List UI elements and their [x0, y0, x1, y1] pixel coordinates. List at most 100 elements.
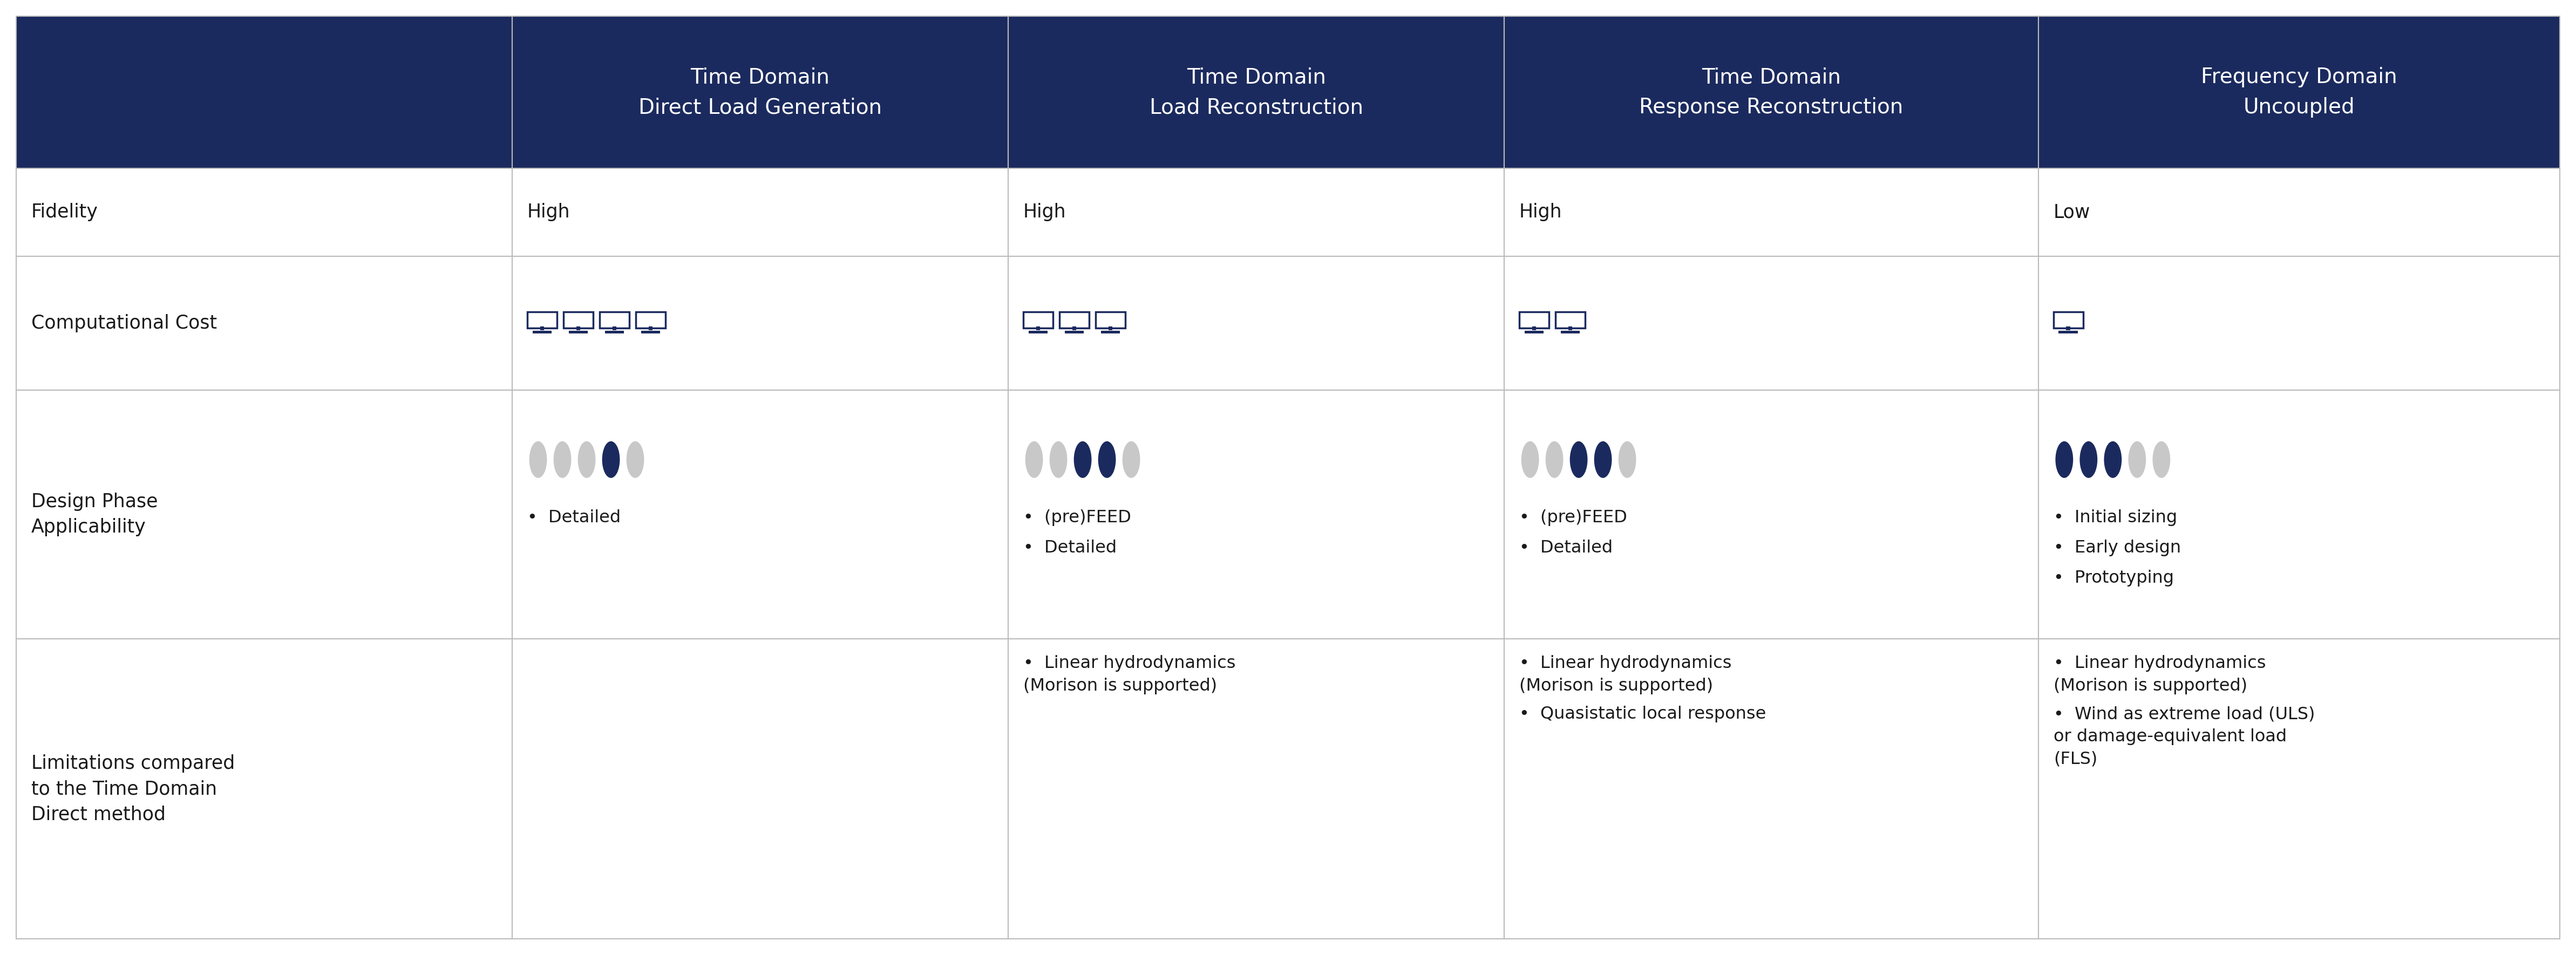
Bar — [15, 168, 513, 256]
Bar — [605, 331, 623, 333]
Bar — [2058, 331, 2079, 333]
Text: •  Wind as extreme load (ULS)
or damage-equivalent load
(FLS): • Wind as extreme load (ULS) or damage-e… — [2053, 706, 2316, 768]
Text: •  Linear hydrodynamics
(Morison is supported): • Linear hydrodynamics (Morison is suppo… — [2053, 655, 2267, 694]
Bar — [1108, 327, 1113, 330]
Bar — [1504, 256, 2038, 390]
Bar — [1525, 331, 1543, 333]
Bar — [2038, 256, 2561, 390]
Bar — [577, 327, 580, 330]
Bar — [1569, 327, 1571, 330]
Bar — [513, 390, 1007, 639]
Bar — [1504, 168, 2038, 256]
Text: •  (pre)FEED: • (pre)FEED — [1023, 509, 1131, 526]
Bar — [2038, 390, 2561, 639]
Ellipse shape — [1074, 441, 1092, 478]
Text: Design Phase
Applicability: Design Phase Applicability — [31, 493, 157, 537]
Bar — [1095, 312, 1126, 329]
Bar — [533, 331, 551, 333]
Bar — [513, 256, 1007, 390]
Bar — [1059, 312, 1090, 329]
Bar — [528, 312, 556, 329]
Ellipse shape — [1522, 441, 1538, 478]
Text: •  Detailed: • Detailed — [528, 509, 621, 526]
Text: Time Domain
Load Reconstruction: Time Domain Load Reconstruction — [1149, 67, 1363, 117]
Ellipse shape — [2154, 441, 2169, 478]
Bar — [613, 327, 616, 330]
Text: •  Linear hydrodynamics
(Morison is supported): • Linear hydrodynamics (Morison is suppo… — [1520, 655, 1731, 694]
Text: High: High — [1520, 203, 1561, 222]
Text: •  Quasistatic local response: • Quasistatic local response — [1520, 706, 1767, 723]
Ellipse shape — [1048, 441, 1066, 478]
Bar — [2038, 168, 2561, 256]
Bar — [2066, 327, 2071, 330]
Ellipse shape — [2056, 441, 2074, 478]
Bar — [15, 390, 513, 639]
Text: Low: Low — [2053, 203, 2089, 222]
Bar — [636, 312, 665, 329]
Bar — [641, 331, 659, 333]
Bar — [600, 312, 629, 329]
Text: •  Early design: • Early design — [2053, 540, 2182, 557]
Bar — [2038, 639, 2561, 939]
Ellipse shape — [2105, 441, 2123, 478]
Bar — [1028, 331, 1048, 333]
Bar — [1064, 331, 1084, 333]
Bar — [513, 639, 1007, 939]
Ellipse shape — [1618, 441, 1636, 478]
Text: Frequency Domain
Uncoupled: Frequency Domain Uncoupled — [2200, 67, 2398, 117]
Bar — [513, 168, 1007, 256]
Ellipse shape — [1097, 441, 1115, 478]
Text: Fidelity: Fidelity — [31, 203, 98, 222]
Text: •  Detailed: • Detailed — [1520, 540, 1613, 557]
Ellipse shape — [554, 441, 572, 478]
Ellipse shape — [2079, 441, 2097, 478]
Bar — [2038, 16, 2561, 168]
Bar — [1007, 16, 1504, 168]
Bar — [569, 331, 587, 333]
Text: •  (pre)FEED: • (pre)FEED — [1520, 509, 1628, 526]
Bar — [1533, 327, 1535, 330]
Ellipse shape — [626, 441, 644, 478]
Bar — [1023, 312, 1054, 329]
Ellipse shape — [1546, 441, 1564, 478]
Text: Limitations compared
to the Time Domain
Direct method: Limitations compared to the Time Domain … — [31, 754, 234, 824]
Bar — [1072, 327, 1077, 330]
Bar — [1561, 331, 1579, 333]
Ellipse shape — [1569, 441, 1587, 478]
Bar — [649, 327, 652, 330]
Text: •  Initial sizing: • Initial sizing — [2053, 509, 2177, 526]
Ellipse shape — [1025, 441, 1043, 478]
Ellipse shape — [603, 441, 621, 478]
Ellipse shape — [528, 441, 546, 478]
Bar — [1036, 327, 1041, 330]
Ellipse shape — [2128, 441, 2146, 478]
Bar — [1504, 639, 2038, 939]
Bar — [1504, 390, 2038, 639]
Bar — [1100, 331, 1121, 333]
Bar — [1007, 390, 1504, 639]
Bar — [513, 16, 1007, 168]
Text: High: High — [528, 203, 569, 222]
Bar — [1556, 312, 1584, 329]
Text: Time Domain
Response Reconstruction: Time Domain Response Reconstruction — [1638, 67, 1904, 117]
Text: •  Linear hydrodynamics
(Morison is supported): • Linear hydrodynamics (Morison is suppo… — [1023, 655, 1236, 694]
Ellipse shape — [577, 441, 595, 478]
Ellipse shape — [1595, 441, 1613, 478]
Bar — [15, 256, 513, 390]
Text: •  Prototyping: • Prototyping — [2053, 570, 2174, 586]
Bar — [1007, 168, 1504, 256]
Bar — [15, 639, 513, 939]
Bar — [2053, 312, 2084, 329]
Bar — [15, 16, 513, 168]
Bar — [541, 327, 544, 330]
Ellipse shape — [1123, 441, 1141, 478]
Text: High: High — [1023, 203, 1066, 222]
Bar — [1520, 312, 1548, 329]
Text: Computational Cost: Computational Cost — [31, 314, 216, 332]
Text: Time Domain
Direct Load Generation: Time Domain Direct Load Generation — [639, 67, 881, 117]
Bar — [564, 312, 592, 329]
Bar — [1504, 16, 2038, 168]
Text: •  Detailed: • Detailed — [1023, 540, 1118, 557]
Bar — [1007, 256, 1504, 390]
Bar — [1007, 639, 1504, 939]
